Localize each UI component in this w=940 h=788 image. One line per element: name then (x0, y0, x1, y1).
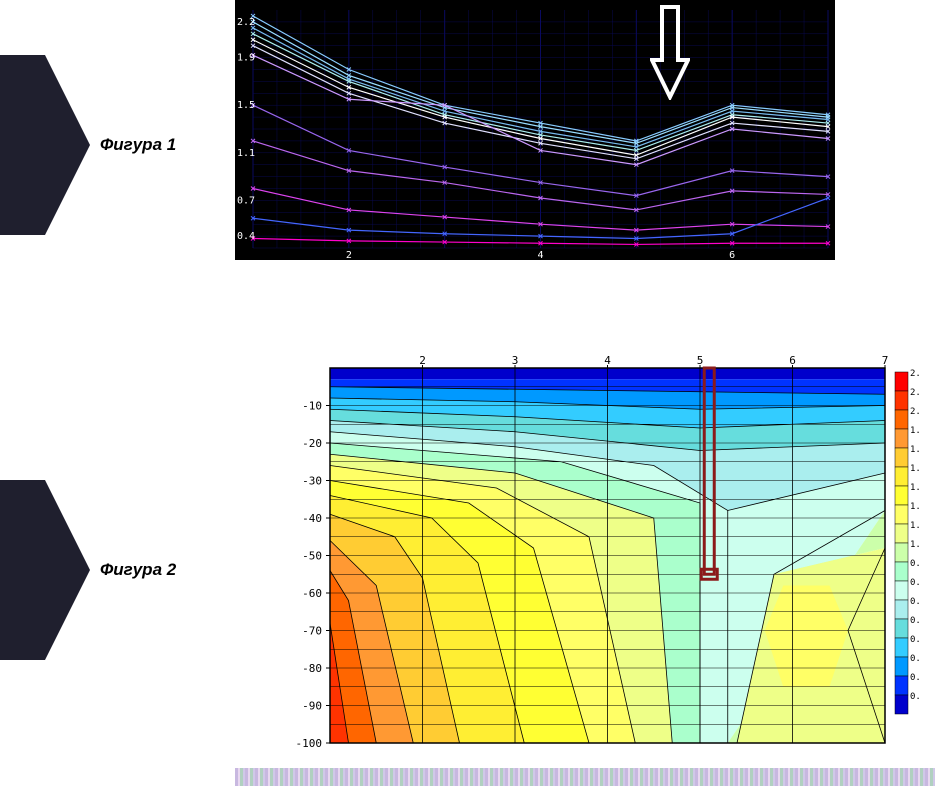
svg-text:0.54: 0.54 (910, 616, 920, 626)
svg-text:2: 2 (346, 250, 352, 260)
svg-text:2.15: 2.15 (910, 388, 920, 398)
svg-text:-70: -70 (302, 625, 322, 638)
svg-text:2.28: 2.28 (910, 369, 920, 379)
svg-text:1.74: 1.74 (910, 445, 920, 455)
chart1-svg: 2.2 1.9 1.5 1.1 0.7 0.4 2 4 6 (235, 0, 835, 260)
svg-text:1.61: 1.61 (910, 464, 920, 474)
svg-text:-40: -40 (302, 512, 322, 525)
svg-text:-80: -80 (302, 662, 322, 675)
svg-text:-20: -20 (302, 437, 322, 450)
down-arrow-icon (650, 5, 690, 100)
arrow-shape-1 (0, 55, 90, 235)
svg-text:1.9: 1.9 (237, 53, 255, 64)
chart2-contour-plot: 234567-10-20-30-40-50-60-70-80-90-1002.2… (260, 352, 920, 752)
fig1-label-arrow: Фигура 1 (0, 55, 176, 235)
svg-text:0.40: 0.40 (910, 635, 920, 645)
svg-text:0.94: 0.94 (910, 559, 920, 569)
svg-text:-100: -100 (296, 737, 323, 750)
svg-text:0.13: 0.13 (910, 673, 920, 683)
svg-text:0.67: 0.67 (910, 597, 920, 607)
svg-text:0.81: 0.81 (910, 578, 920, 588)
fig2-label: Фигура 2 (100, 560, 176, 580)
svg-text:2.2: 2.2 (237, 17, 255, 28)
svg-text:1.5: 1.5 (237, 100, 255, 111)
chart2-svg: 234567-10-20-30-40-50-60-70-80-90-1002.2… (260, 352, 920, 752)
svg-text:1.07: 1.07 (910, 540, 920, 550)
svg-text:-30: -30 (302, 475, 322, 488)
svg-text:6: 6 (729, 250, 735, 260)
svg-text:1.88: 1.88 (910, 426, 920, 436)
fig1-label: Фигура 1 (100, 135, 176, 155)
svg-text:-50: -50 (302, 550, 322, 563)
svg-text:-90: -90 (302, 700, 322, 713)
svg-text:0.00: 0.00 (910, 692, 920, 702)
bottom-texture-strip (235, 768, 935, 786)
svg-text:1.21: 1.21 (910, 521, 920, 531)
fig2-label-arrow: Фигура 2 (0, 480, 176, 660)
svg-text:1.48: 1.48 (910, 483, 920, 493)
chart1-line-plot: 2.2 1.9 1.5 1.1 0.7 0.4 2 4 6 (235, 0, 835, 260)
svg-text:0.27: 0.27 (910, 654, 920, 664)
svg-text:0.4: 0.4 (237, 231, 255, 242)
svg-text:4: 4 (538, 250, 544, 260)
svg-text:1.1: 1.1 (237, 148, 255, 159)
arrow-shape-2 (0, 480, 90, 660)
svg-text:-60: -60 (302, 587, 322, 600)
svg-text:2.01: 2.01 (910, 407, 920, 417)
svg-text:0.7: 0.7 (237, 195, 255, 206)
svg-text:1.34: 1.34 (910, 502, 920, 512)
svg-text:-10: -10 (302, 400, 322, 413)
